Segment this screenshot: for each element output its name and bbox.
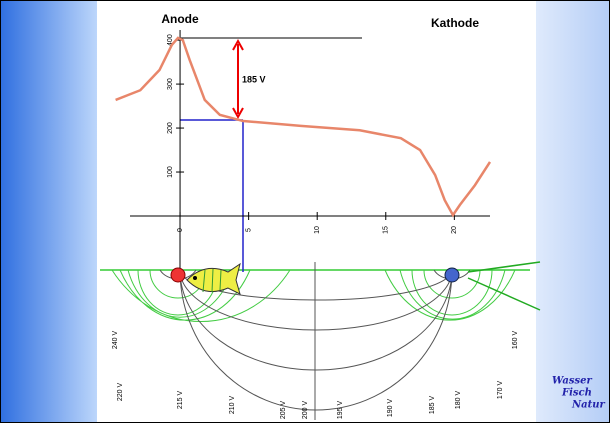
- voltage-label: 185 V: [429, 396, 436, 415]
- curve: [115, 36, 492, 218]
- voltage-label: 220 V: [117, 383, 124, 402]
- voltage-label: 210 V: [229, 396, 236, 415]
- annotation: 185 V: [242, 74, 266, 84]
- difference-arrow: [232, 38, 244, 120]
- voltage-label: 195 V: [337, 401, 344, 420]
- equipotential-lines: [111, 269, 516, 323]
- voltage-label: 180 V: [455, 391, 462, 410]
- y-tick-label: 400: [167, 34, 174, 46]
- y-tick-label: 100: [167, 166, 174, 178]
- anode-label: Anode: [161, 12, 199, 26]
- cathode-electrode: [444, 267, 460, 283]
- logo-text: Natur: [571, 400, 606, 411]
- x-tick-label: 15: [383, 226, 390, 234]
- voltage-label: 170 V: [497, 381, 504, 400]
- y-tick-label: 200: [167, 122, 174, 134]
- voltage-label: 190 V: [387, 399, 394, 418]
- cathode-label: Kathode: [431, 16, 479, 30]
- voltage-label: 205 V: [280, 401, 287, 420]
- fish: [186, 262, 241, 295]
- field-diagram: [100, 261, 541, 420]
- x-tick-label: 0: [177, 228, 184, 232]
- voltage-label: 160 V: [512, 331, 519, 350]
- logo-text: Fisch: [561, 388, 592, 399]
- voltage-label: 215 V: [177, 391, 184, 410]
- anode-electrode: [170, 267, 186, 283]
- y-tick-label: 300: [167, 78, 174, 90]
- right-band: [536, 0, 610, 423]
- voltage-label: 200 V: [302, 401, 309, 420]
- arrows: [467, 261, 541, 311]
- x-tick-label: 10: [314, 226, 321, 234]
- x-tick-label: 5: [245, 228, 252, 232]
- x-tick-label: 20: [451, 226, 458, 234]
- logo-text: Wasser: [552, 376, 592, 387]
- voltage-label: 240 V: [112, 331, 119, 350]
- left-band: [0, 0, 97, 423]
